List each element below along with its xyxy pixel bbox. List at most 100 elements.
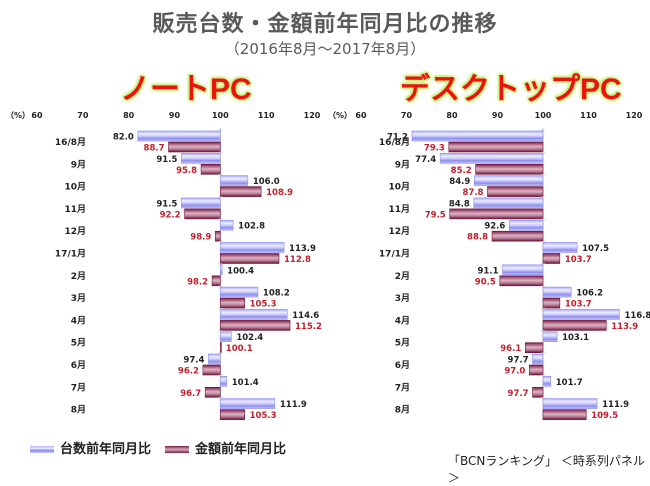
data-label: 79.5 xyxy=(425,210,446,220)
data-label: 105.3 xyxy=(250,300,277,310)
data-label: 100.1 xyxy=(226,344,253,354)
bar-value xyxy=(542,297,561,309)
bar-units xyxy=(220,398,276,409)
bar-value xyxy=(204,386,221,398)
data-label: 77.4 xyxy=(415,155,436,165)
data-label: 103.1 xyxy=(562,333,589,343)
bar-units xyxy=(542,398,598,409)
bar-units xyxy=(439,153,544,164)
x-tick-label: 90 xyxy=(492,111,504,120)
bar-value xyxy=(202,364,221,376)
legend-swatch-value xyxy=(165,446,189,453)
data-label: 97.7 xyxy=(508,356,529,366)
data-label: 97.0 xyxy=(504,367,525,377)
page-title: 販売台数・金額前年同月比の推移 xyxy=(152,12,498,37)
data-label: 91.5 xyxy=(156,155,177,165)
x-tick-label: 70 xyxy=(77,111,89,120)
bar-value xyxy=(542,409,587,420)
category-label: 11月 xyxy=(64,204,86,215)
data-label: 91.1 xyxy=(478,266,499,276)
data-label: 97.7 xyxy=(508,389,529,399)
bar-units xyxy=(137,130,221,142)
bar-value xyxy=(542,253,561,264)
data-label: 115.2 xyxy=(295,322,322,332)
category-label: 9月 xyxy=(395,159,410,170)
category-label: 12月 xyxy=(388,226,410,237)
data-label: 96.7 xyxy=(180,389,201,399)
x-tick-label: 100 xyxy=(212,111,229,120)
legend-item-value: 金額前年同月比 xyxy=(165,438,286,457)
page-subtitle: （2016年8月～2017年8月） xyxy=(224,40,426,58)
category-label: 7月 xyxy=(71,382,86,393)
data-label: 116.8 xyxy=(624,311,650,321)
x-tick-label: 90 xyxy=(169,111,181,120)
data-label: 88.8 xyxy=(467,233,488,243)
data-label: 113.9 xyxy=(611,322,638,332)
category-label: 5月 xyxy=(395,338,410,349)
data-label: 113.9 xyxy=(289,244,316,254)
bar-units xyxy=(542,286,572,298)
category-label: 6月 xyxy=(395,360,410,371)
x-tick-label: 70 xyxy=(401,111,413,120)
bar-value xyxy=(220,253,280,264)
category-label: 8月 xyxy=(395,405,410,416)
bar-value xyxy=(475,164,544,175)
x-tick-label: 110 xyxy=(258,111,275,120)
bar-units xyxy=(509,219,544,231)
data-label: 105.3 xyxy=(250,411,277,421)
bar-units xyxy=(220,264,223,276)
bar-value xyxy=(524,342,544,354)
data-label: 101.4 xyxy=(232,378,259,388)
category-label: 2月 xyxy=(71,271,86,282)
bar-value xyxy=(220,342,222,354)
data-label: 85.2 xyxy=(451,166,472,176)
bar-value xyxy=(491,230,544,242)
x-tick-label: 80 xyxy=(123,111,135,120)
source-credit: 「BCNランキング」 ＜時系列パネル＞ xyxy=(448,454,645,485)
data-label: 108.9 xyxy=(266,188,293,198)
data-label: 98.2 xyxy=(187,277,208,287)
bar-units xyxy=(473,175,544,186)
bar-value xyxy=(220,186,262,197)
data-label: 103.7 xyxy=(565,255,592,265)
data-label: 71.2 xyxy=(387,133,408,143)
data-label: 101.7 xyxy=(556,378,583,388)
category-label: 4月 xyxy=(71,315,86,326)
bar-value xyxy=(220,297,245,309)
category-label: 16/8月 xyxy=(55,137,86,148)
data-label: 90.5 xyxy=(475,277,496,287)
data-label: 97.4 xyxy=(183,356,204,366)
category-label: 17/1月 xyxy=(379,249,410,260)
category-label: 4月 xyxy=(395,315,410,326)
bar-value xyxy=(499,275,544,287)
x-tick-label: 120 xyxy=(304,111,321,120)
category-label: 2月 xyxy=(395,271,410,282)
bar-units xyxy=(542,242,578,253)
bar-value xyxy=(532,386,544,398)
bar-units xyxy=(220,309,288,320)
x-tick-label: 100 xyxy=(535,111,552,120)
data-label: 96.1 xyxy=(500,344,521,354)
bar-value xyxy=(220,320,291,331)
bar-units xyxy=(502,264,544,276)
bar-units xyxy=(181,197,221,209)
charts-canvas: （%） 60 70 80 90 100 110 12016/8月82.088.79月91.59… xyxy=(6,110,650,421)
bar-units xyxy=(473,197,544,209)
bar-units xyxy=(542,309,620,320)
bar-value xyxy=(184,208,221,220)
legend-label-value: 金額前年同月比 xyxy=(195,442,287,457)
bar-value xyxy=(220,409,245,420)
data-label: 88.7 xyxy=(144,144,165,154)
category-label: 6月 xyxy=(71,360,86,371)
category-label: 17/1月 xyxy=(55,249,86,260)
category-label: 3月 xyxy=(71,293,86,304)
bar-units xyxy=(220,375,228,387)
x-tick-label: 60 xyxy=(31,111,43,120)
data-label: 92.2 xyxy=(160,210,181,220)
legend-item-units: 台数前年同月比 xyxy=(30,438,151,457)
bar-value xyxy=(487,186,544,197)
bar-value xyxy=(200,164,221,175)
category-label: 11月 xyxy=(388,204,410,215)
data-label: 108.2 xyxy=(263,289,290,299)
notebook-pc-chart: （%） 60 70 80 90 100 110 12016/8月82.088.79月91.59… xyxy=(6,110,322,421)
